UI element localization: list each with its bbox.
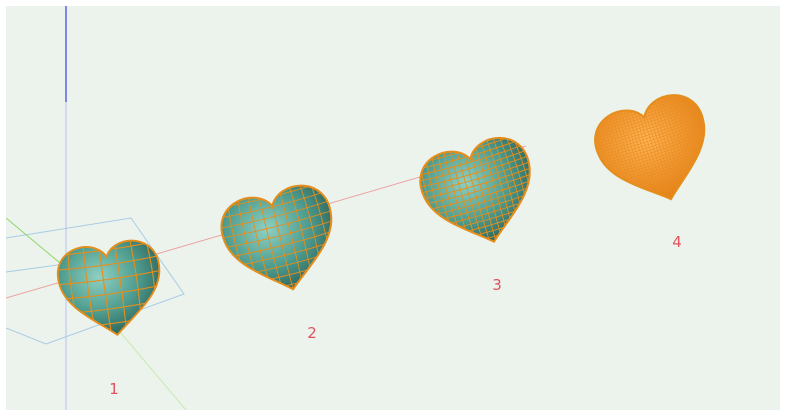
viewport-canvas[interactable] <box>6 6 780 410</box>
heart-label-4: 4 <box>672 233 682 251</box>
heart-label-3: 3 <box>492 276 502 294</box>
heart-label-2: 2 <box>307 324 317 342</box>
grid-line <box>6 217 185 345</box>
viewport-background <box>6 6 780 410</box>
heart-label-1: 1 <box>109 380 119 398</box>
y-axis <box>6 217 67 269</box>
